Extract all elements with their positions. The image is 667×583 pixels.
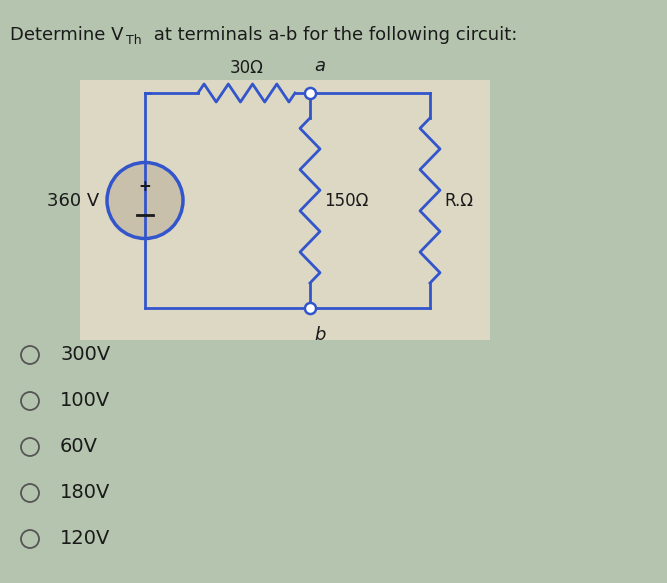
- Text: 100V: 100V: [60, 392, 110, 410]
- Text: 150Ω: 150Ω: [324, 191, 368, 209]
- Text: 360 V: 360 V: [47, 191, 99, 209]
- Text: 120V: 120V: [60, 529, 110, 549]
- Text: 300V: 300V: [60, 346, 110, 364]
- Text: 30Ω: 30Ω: [230, 59, 264, 77]
- Text: +: +: [139, 179, 151, 194]
- Circle shape: [107, 163, 183, 238]
- FancyBboxPatch shape: [80, 80, 490, 340]
- Text: R.Ω: R.Ω: [444, 191, 473, 209]
- Text: Th: Th: [126, 34, 141, 47]
- Text: 180V: 180V: [60, 483, 110, 503]
- Text: 60V: 60V: [60, 437, 98, 456]
- Text: Determine V: Determine V: [10, 26, 123, 44]
- Text: b: b: [314, 326, 325, 344]
- Text: a: a: [314, 57, 325, 75]
- Text: at terminals a-b for the following circuit:: at terminals a-b for the following circu…: [148, 26, 518, 44]
